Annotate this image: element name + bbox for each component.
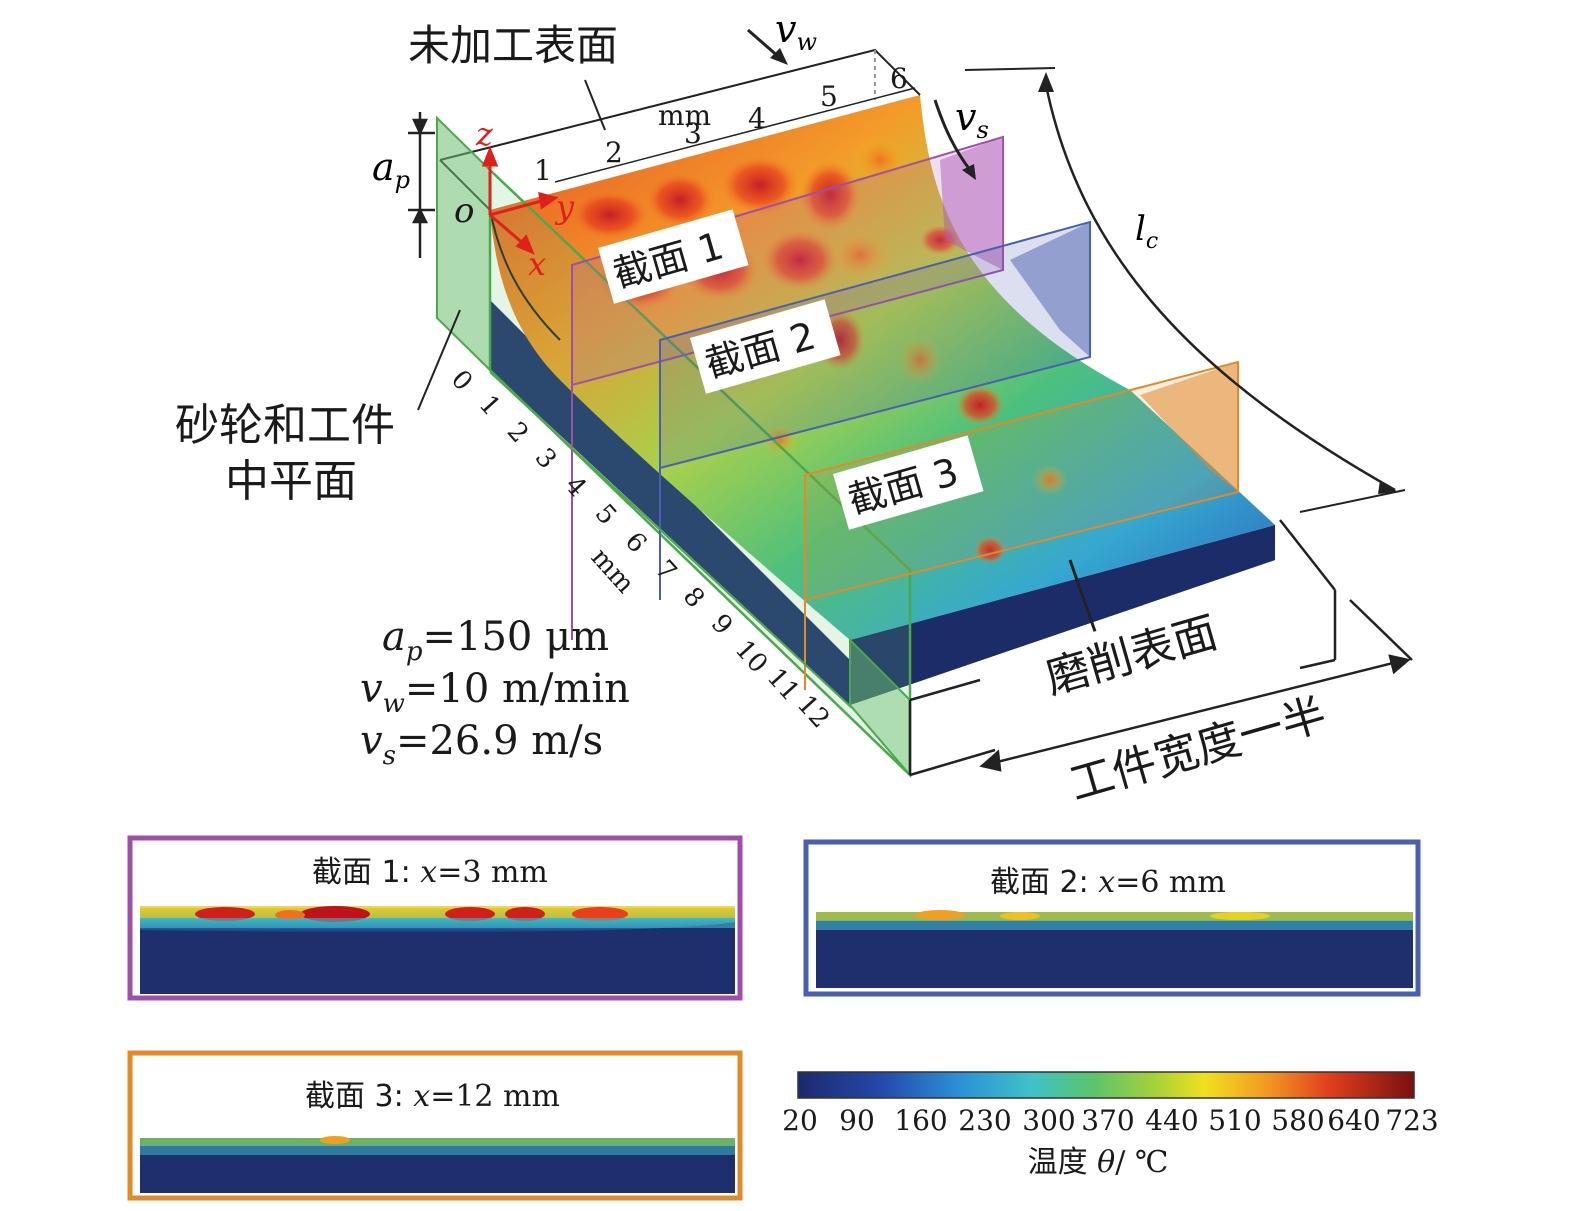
axis-x-label: x xyxy=(528,245,546,283)
y-tick-4: 4 xyxy=(748,102,766,135)
cbar-tick-723: 723 xyxy=(1385,1104,1438,1137)
y-tick-1: 1 xyxy=(534,154,552,187)
x-tick-3: 3 xyxy=(529,443,562,475)
y-scale-unit: mm xyxy=(658,99,711,132)
section-plane-3 xyxy=(804,360,1239,690)
axis-y-label: y xyxy=(554,188,575,226)
section-panel-2: 截面 2: x=6 mm xyxy=(803,839,1421,997)
vs-label: vs xyxy=(955,95,989,144)
cbar-tick-640: 640 xyxy=(1327,1104,1380,1137)
vw-label: vw xyxy=(775,7,817,56)
cbar-tick-440: 440 xyxy=(1145,1104,1198,1137)
ap-dimension xyxy=(408,112,435,258)
section-plane-1 xyxy=(571,135,1004,640)
panel-1-title: 截面 1: x=3 mm xyxy=(312,855,548,890)
axis-z-label: z xyxy=(475,115,494,153)
cbar-tick-300: 300 xyxy=(1022,1104,1075,1137)
half-width-dimension xyxy=(908,519,1413,777)
midplane-label-line1: 砂轮和工件 xyxy=(175,400,395,451)
cbar-tick-20: 20 xyxy=(782,1104,818,1137)
param-vs: vs=26.9 m/s xyxy=(360,718,603,771)
ap-label: ap xyxy=(372,145,410,194)
x-tick-11: 11 xyxy=(761,663,805,708)
colorbar-gradient xyxy=(797,1071,1415,1099)
cbar-tick-510: 510 xyxy=(1208,1104,1261,1137)
unmachined-surface-label: 未加工表面 xyxy=(408,21,618,70)
y-tick-5: 5 xyxy=(820,80,838,113)
workpiece-front-face xyxy=(850,525,1275,705)
y-tick-2: 2 xyxy=(605,136,623,169)
y-tick-3: 3 xyxy=(684,117,702,150)
colorbar-label: 温度 θ/ ℃ xyxy=(1028,1145,1169,1180)
midplane-label-line2: 中平面 xyxy=(225,456,357,507)
colorbar: 20 90 160 230 300 370 440 510 580 640 72… xyxy=(782,1071,1439,1180)
y-tick-6: 6 xyxy=(890,62,908,95)
lc-arc-arrow xyxy=(964,67,1406,513)
x-tick-0: 0 xyxy=(445,365,478,397)
x-tick-10: 10 xyxy=(729,635,773,680)
cbar-tick-580: 580 xyxy=(1271,1104,1324,1137)
process-parameters: ap=150 μm vw=10 m/min vs=26.9 m/s xyxy=(360,614,630,771)
x-tick-5: 5 xyxy=(589,499,622,531)
param-ap: ap=150 μm xyxy=(382,614,609,667)
x-tick-4: 4 xyxy=(559,471,592,503)
x-tick-2: 2 xyxy=(501,417,534,449)
cbar-tick-230: 230 xyxy=(958,1104,1011,1137)
x-tick-8: 8 xyxy=(677,582,710,614)
section-panel-3: 截面 3: x=12 mm xyxy=(127,1050,743,1201)
colorbar-ticks: 20 90 160 230 300 370 440 510 580 640 72… xyxy=(782,1104,1439,1137)
section-panel-1: 截面 1: x=3 mm xyxy=(127,835,743,1001)
half-width-label: 工件宽度一半 xyxy=(1064,689,1332,811)
vs-arrow xyxy=(933,99,976,180)
x-tick-6: 6 xyxy=(619,527,652,559)
param-vw: vw=10 m/min xyxy=(360,666,630,719)
cbar-tick-160: 160 xyxy=(894,1104,947,1137)
x-tick-1: 1 xyxy=(473,390,506,422)
vw-arrow xyxy=(747,28,788,65)
lc-label: lc xyxy=(1135,209,1158,254)
panel-3-title: 截面 3: x=12 mm xyxy=(305,1079,560,1114)
panel-2-title: 截面 2: x=6 mm xyxy=(990,865,1226,900)
y-scale-ticks: 1 2 3 4 5 6 mm xyxy=(534,62,916,187)
section-plane-2 xyxy=(659,220,1091,600)
cbar-tick-90: 90 xyxy=(839,1104,875,1137)
x-tick-9: 9 xyxy=(705,609,738,641)
x-tick-7: 7 xyxy=(649,555,682,587)
cbar-tick-370: 370 xyxy=(1081,1104,1134,1137)
axis-o-label: o xyxy=(454,191,474,231)
axis-triad xyxy=(481,145,559,255)
